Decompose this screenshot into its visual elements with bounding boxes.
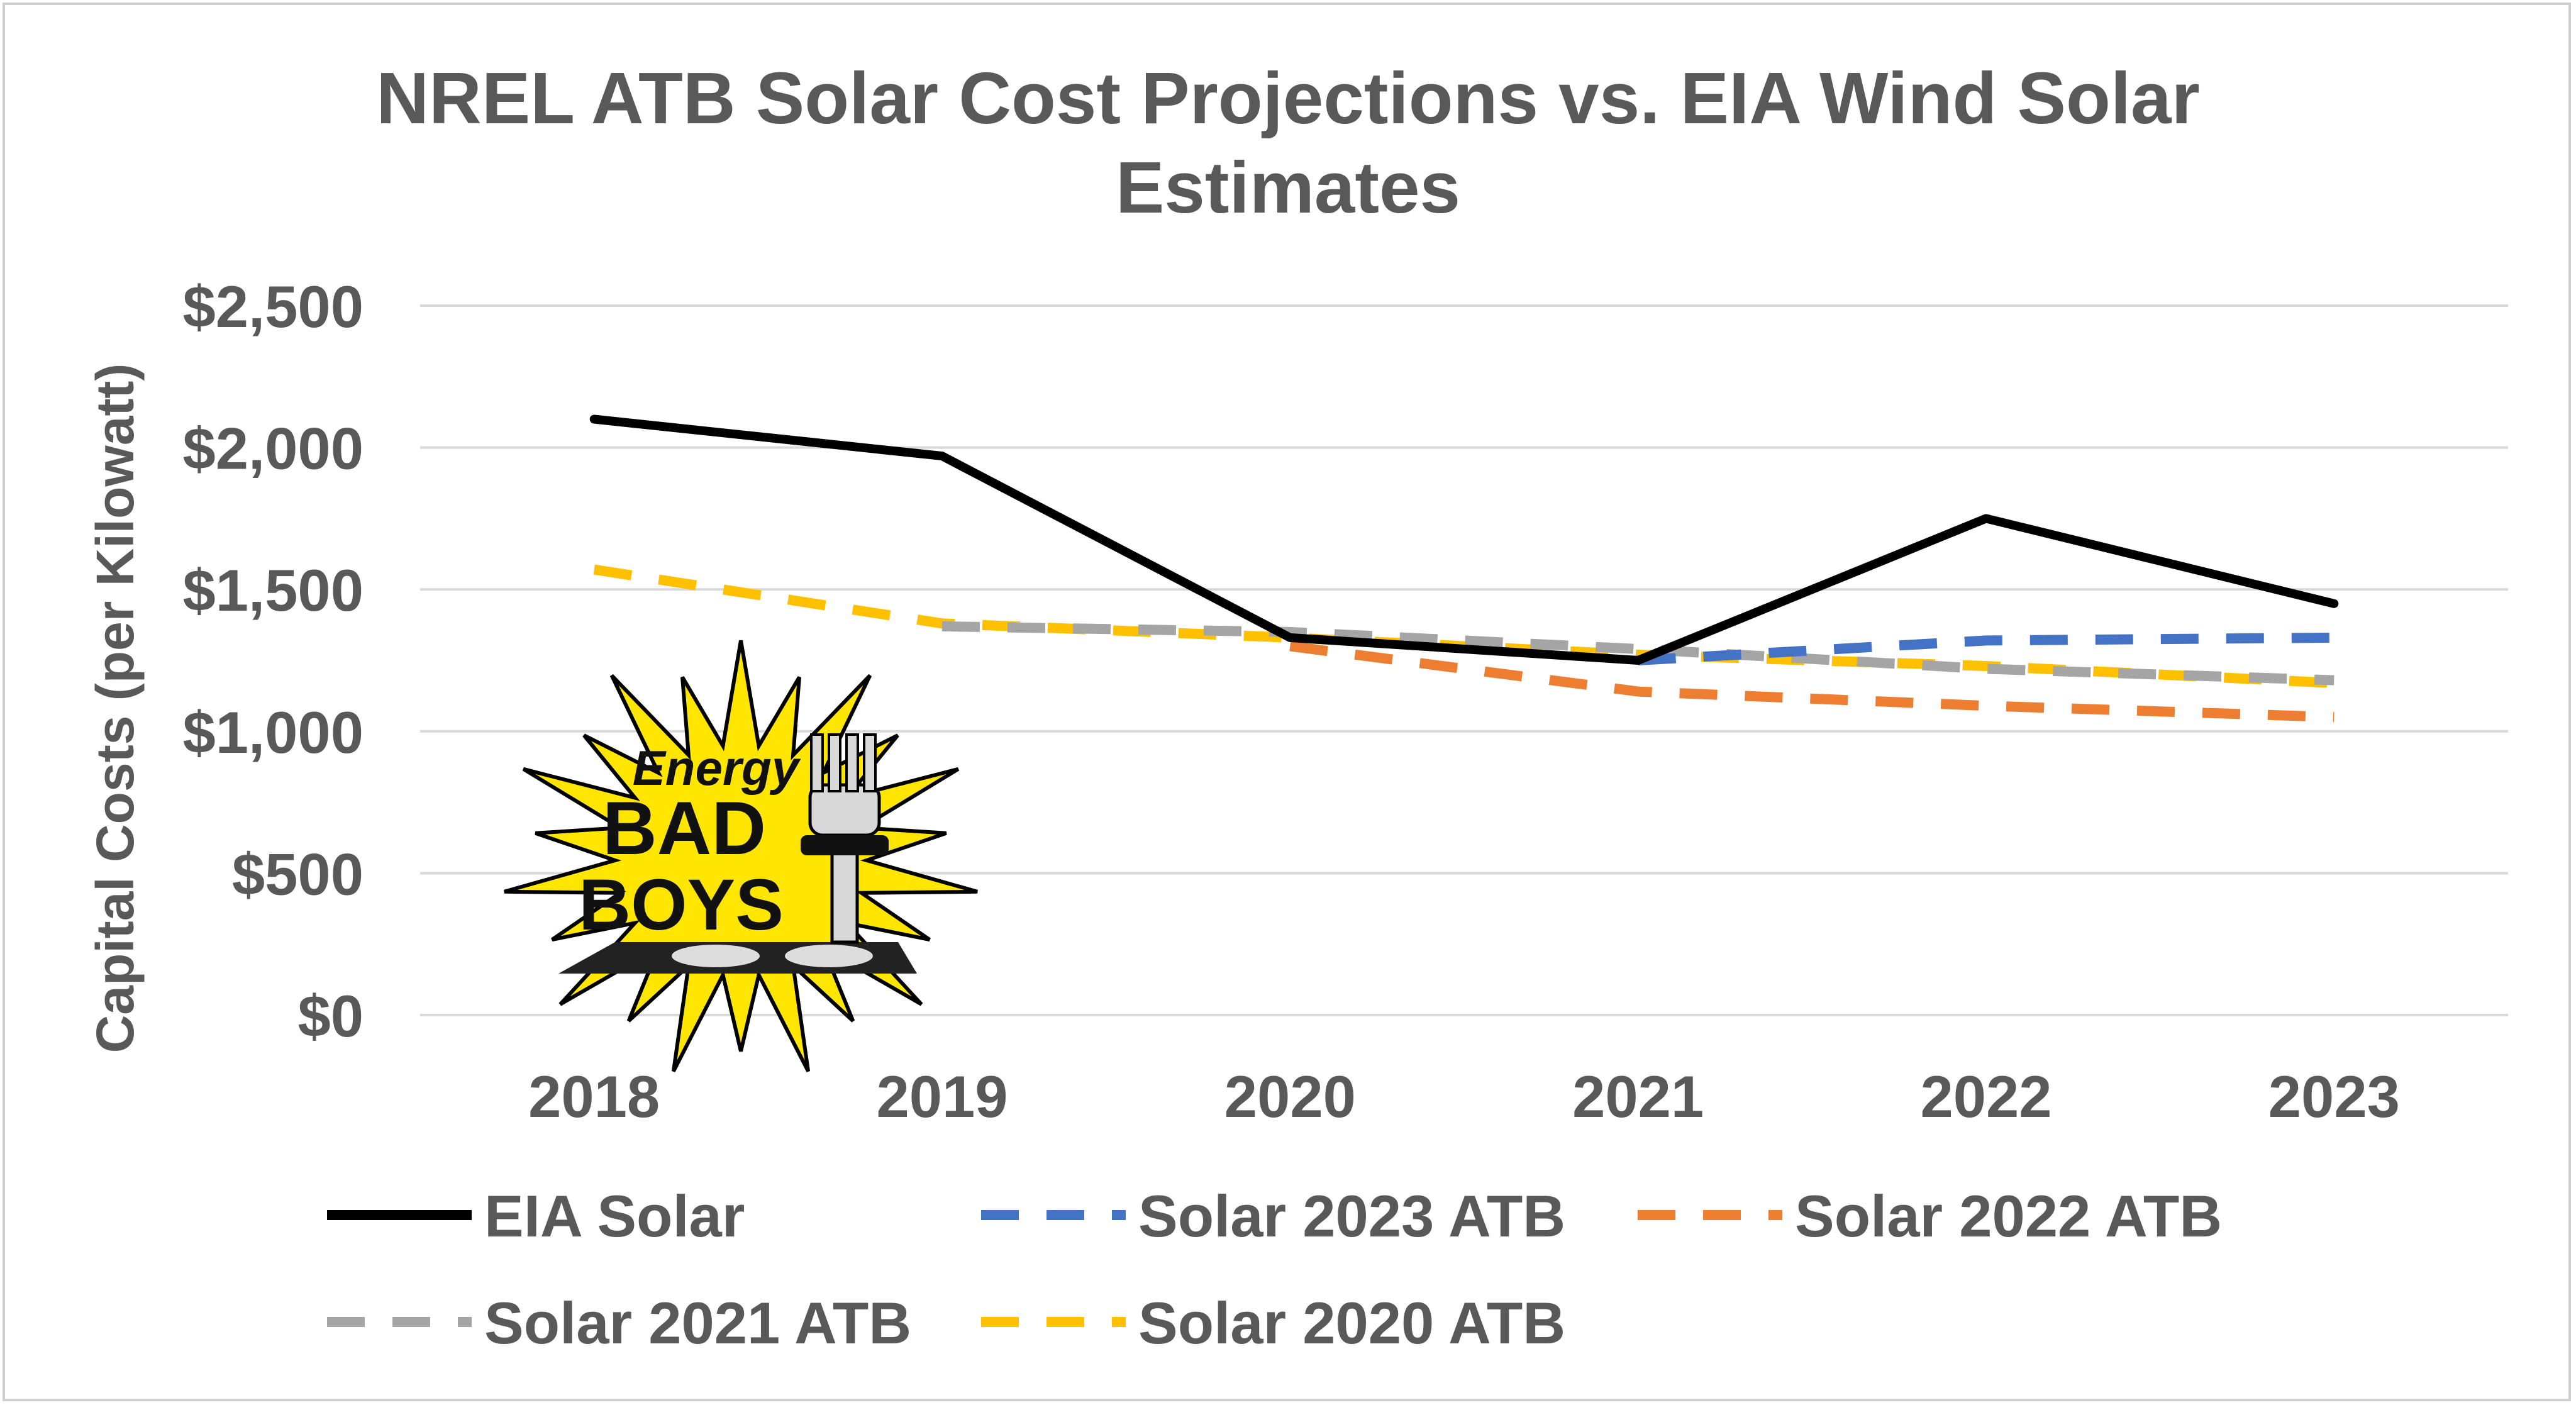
- chart-frame: NREL ATB Solar Cost Projections vs. EIA …: [3, 3, 2571, 1401]
- series-solar-2020-atb: [593, 564, 2334, 689]
- y-tick-label: $500: [232, 841, 364, 907]
- y-axis-label: Capital Costs (per Kilowatt): [86, 364, 145, 1053]
- y-axis-ticks: $0 $500 $1,000 $1,500 $2,000 $2,500: [182, 274, 364, 1049]
- series-line: [1289, 641, 2334, 723]
- x-tick-label: 2020: [1224, 1063, 1356, 1130]
- legend-label: Solar 2020 ATB: [1138, 1290, 1565, 1356]
- logo-fork-tine: [845, 733, 859, 792]
- y-tick-label: $1,500: [182, 557, 364, 623]
- y-tick-label: $0: [297, 983, 364, 1049]
- legend-item: Solar 2021 ATB: [327, 1290, 911, 1356]
- series-eia-solar: [589, 414, 2339, 665]
- y-tick-label: $1,000: [182, 699, 364, 765]
- logo-text-boys: BOYS: [579, 865, 784, 945]
- series-solar-2022-atb: [1289, 641, 2334, 723]
- legend-item: Solar 2020 ATB: [981, 1290, 1565, 1356]
- series-line: [941, 621, 2334, 686]
- series-line: [593, 564, 2334, 689]
- series-lines: [589, 414, 2339, 723]
- data-point: [1290, 637, 1291, 638]
- data-point: [1986, 640, 1987, 641]
- series-line: [1638, 632, 2334, 665]
- legend-item: EIA Solar: [327, 1183, 745, 1249]
- chart-title-line-1: NREL ATB Solar Cost Projections vs. EIA …: [376, 57, 2199, 139]
- logo-sunglasses: [801, 835, 889, 855]
- logo-burner: [672, 945, 760, 967]
- legend-label: EIA Solar: [484, 1183, 745, 1249]
- data-point: [1290, 646, 1291, 647]
- legend-label: Solar 2023 ATB: [1138, 1183, 1565, 1249]
- logo-fork-tine: [810, 733, 824, 792]
- legend-label: Solar 2022 ATB: [1795, 1183, 2222, 1249]
- x-tick-label: 2023: [2268, 1063, 2400, 1130]
- chart-title-line-2: Estimates: [1116, 147, 1460, 228]
- chart-title: NREL ATB Solar Cost Projections vs. EIA …: [376, 57, 2199, 228]
- legend-label: Solar 2021 ATB: [484, 1290, 911, 1356]
- data-point: [1986, 518, 1987, 519]
- y-tick-label: $2,500: [182, 274, 364, 340]
- data-point: [1290, 631, 1291, 632]
- legend: EIA Solar Solar 2023 ATB Solar 2022 ATB Sol…: [327, 1183, 2222, 1356]
- series-solar-2023-atb: [1638, 632, 2334, 665]
- x-tick-label: 2022: [1920, 1063, 2051, 1130]
- series-solar-2021-atb: [941, 621, 2334, 686]
- data-point: [1986, 666, 1987, 667]
- logo-text-energy: Energy: [633, 740, 801, 796]
- series-line: [589, 414, 2339, 665]
- y-tick-label: $2,000: [182, 416, 364, 482]
- logo-fork-tine: [828, 733, 841, 792]
- x-tick-label: 2019: [876, 1063, 1008, 1130]
- logo-text-bad: BAD: [602, 786, 766, 870]
- x-axis-ticks: 2018 2019 2020 2021 2022 2023: [528, 1063, 2400, 1130]
- x-tick-label: 2021: [1572, 1063, 1704, 1130]
- logo-burner: [785, 945, 873, 967]
- line-chart: NREL ATB Solar Cost Projections vs. EIA …: [86, 57, 2508, 1356]
- logo-fork-tine: [863, 733, 877, 792]
- x-tick-label: 2018: [528, 1063, 660, 1130]
- legend-item: Solar 2022 ATB: [1638, 1183, 2222, 1249]
- legend-item: Solar 2023 ATB: [981, 1183, 1565, 1249]
- data-point: [942, 456, 943, 457]
